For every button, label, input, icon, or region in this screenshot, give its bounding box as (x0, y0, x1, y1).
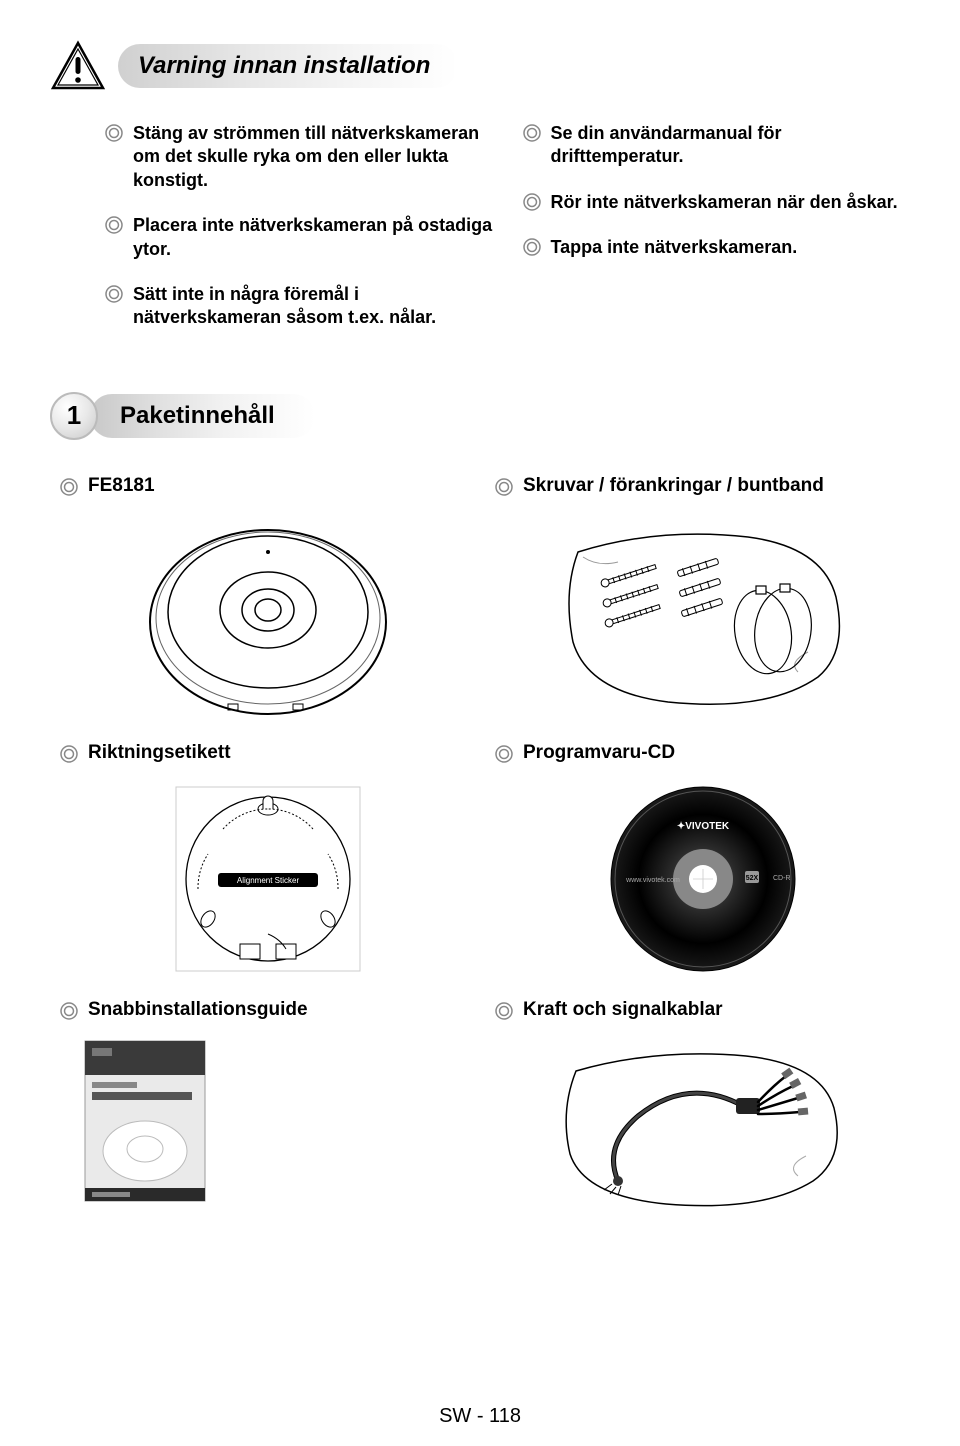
warning-text: Rör inte nätverkskameran när den åskar. (551, 191, 898, 214)
warning-item: Stäng av strömmen till nätverkskameran o… (105, 122, 493, 192)
item-cables: Kraft och signalkablar (495, 999, 910, 1216)
warning-text: Tappa inte nätverkskameran. (551, 236, 798, 259)
warning-title-pill: Varning innan installation (118, 44, 458, 88)
alignment-sticker-illustration: Alignment Sticker (60, 779, 475, 979)
item-screws: Skruvar / förankringar / buntband (495, 475, 910, 722)
bullet-ring-icon (495, 745, 513, 763)
section-header: 1 Paketinnehåll (50, 392, 910, 440)
section-number-badge: 1 (50, 392, 98, 440)
item-label: FE8181 (88, 475, 155, 497)
warnings-right-column: Se din användarmanual för drifttemperatu… (523, 122, 911, 352)
bullet-ring-icon (60, 745, 78, 763)
bullet-ring-icon (523, 193, 541, 211)
guide-illustration (80, 1036, 475, 1206)
warnings-columns: Stäng av strömmen till nätverkskameran o… (105, 122, 910, 352)
warning-item: Se din användarmanual för drifttemperatu… (523, 122, 911, 169)
item-label-row: Skruvar / förankringar / buntband (495, 475, 910, 497)
item-software-cd: Programvaru-CD ✦VIVOTEK www.vivotek.com (495, 742, 910, 979)
bullet-ring-icon (105, 216, 123, 234)
warning-text: Sätt inte in några föremål i nätverkskam… (133, 283, 493, 330)
camera-illustration (60, 512, 475, 722)
item-label: Skruvar / förankringar / buntband (523, 475, 824, 497)
item-quick-guide: Snabbinstallationsguide (60, 999, 475, 1216)
warning-header: Varning innan installation (50, 40, 910, 92)
warning-text: Placera inte nätverkskameran på ostadiga… (133, 214, 493, 261)
item-alignment-sticker: Riktningsetikett (60, 742, 475, 979)
item-label-row: Kraft och signalkablar (495, 999, 910, 1021)
section-number: 1 (67, 400, 81, 431)
cables-illustration (495, 1036, 910, 1216)
item-label: Programvaru-CD (523, 742, 675, 764)
item-label: Kraft och signalkablar (523, 999, 723, 1021)
warning-item: Tappa inte nätverkskameran. (523, 236, 911, 259)
item-fe8181: FE8181 (60, 475, 475, 722)
alignment-sticker-label: Alignment Sticker (236, 876, 299, 885)
warning-text: Stäng av strömmen till nätverkskameran o… (133, 122, 493, 192)
bullet-ring-icon (495, 1002, 513, 1020)
warning-item: Rör inte nätverkskameran när den åskar. (523, 191, 911, 214)
screws-bag-illustration (495, 512, 910, 722)
warning-triangle-icon (50, 40, 106, 92)
section-title-pill: Paketinnehåll (90, 394, 315, 438)
cd-52x: 52X (745, 875, 758, 882)
item-label-row: FE8181 (60, 475, 475, 497)
warning-item: Sätt inte in några föremål i nätverkskam… (105, 283, 493, 330)
package-contents-grid: FE8181 Skruvar / förankringar / buntband (60, 475, 910, 1216)
cd-url: www.vivotek.com (625, 877, 680, 884)
item-label-row: Riktningsetikett (60, 742, 475, 764)
bullet-ring-icon (60, 1002, 78, 1020)
bullet-ring-icon (105, 285, 123, 303)
bullet-ring-icon (105, 124, 123, 142)
cd-illustration: ✦VIVOTEK www.vivotek.com 52X CD-R (495, 779, 910, 979)
bullet-ring-icon (523, 238, 541, 256)
item-label-row: Programvaru-CD (495, 742, 910, 764)
warning-title: Varning innan installation (138, 52, 430, 79)
item-label-row: Snabbinstallationsguide (60, 999, 475, 1021)
bullet-ring-icon (60, 478, 78, 496)
warning-text: Se din användarmanual för drifttemperatu… (551, 122, 911, 169)
item-label: Snabbinstallationsguide (88, 999, 308, 1021)
bullet-ring-icon (495, 478, 513, 496)
svg-text:✦VIVOTEK: ✦VIVOTEK (676, 821, 729, 832)
item-label: Riktningsetikett (88, 742, 231, 764)
bullet-ring-icon (523, 124, 541, 142)
section-title: Paketinnehåll (120, 402, 275, 429)
warning-item: Placera inte nätverkskameran på ostadiga… (105, 214, 493, 261)
svg-text:CD-R: CD-R (773, 875, 791, 882)
page-footer: SW - 118 (0, 1405, 960, 1428)
warnings-left-column: Stäng av strömmen till nätverkskameran o… (105, 122, 493, 352)
